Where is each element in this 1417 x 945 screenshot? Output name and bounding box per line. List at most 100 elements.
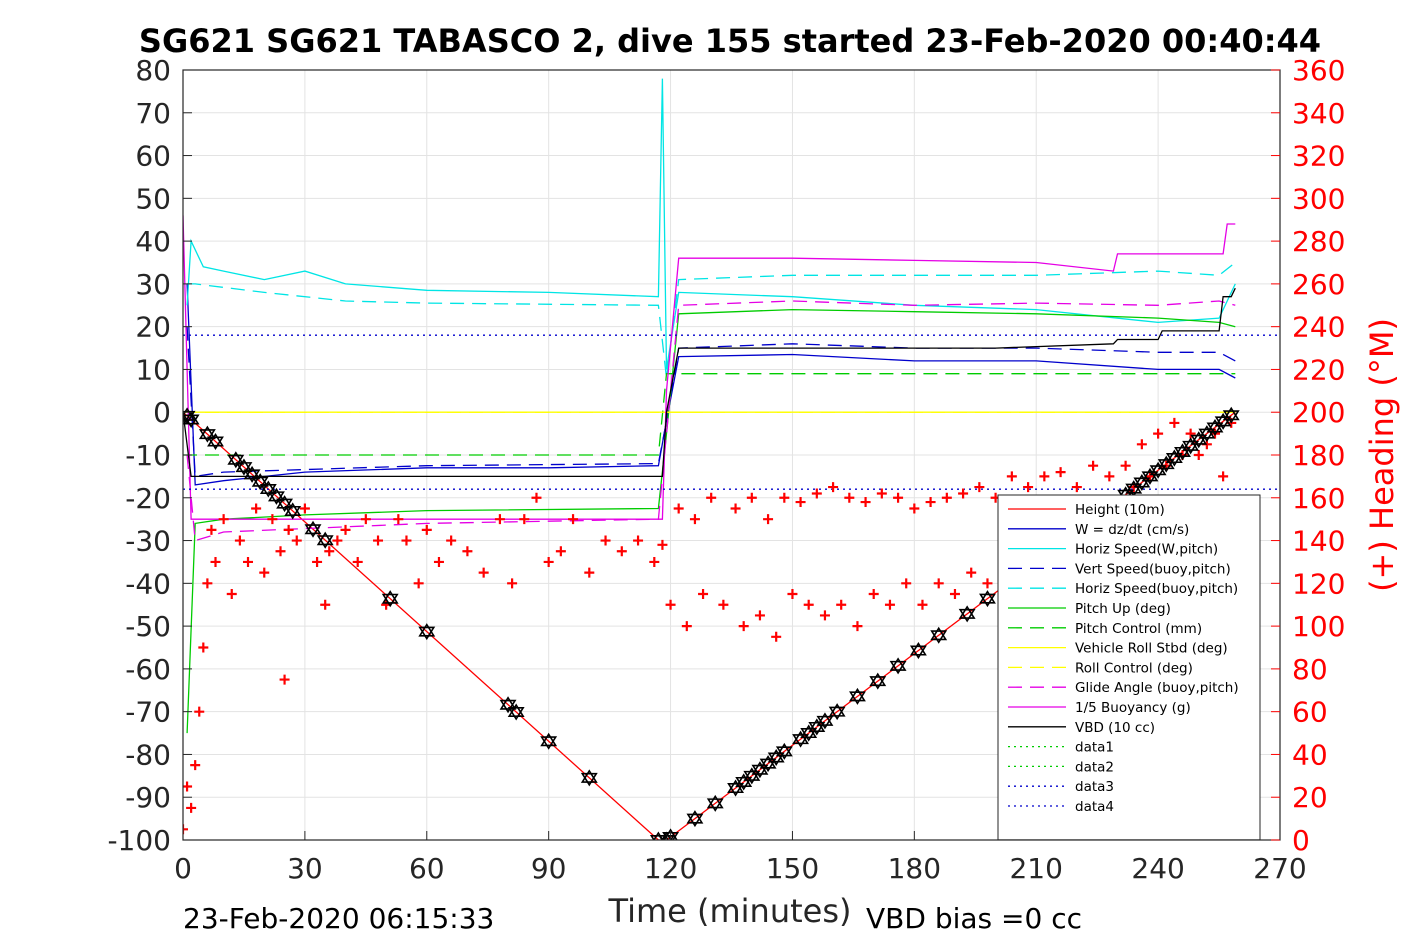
vbd-marker-down: [1182, 440, 1200, 455]
series-line-3: [186, 326, 1236, 478]
heading-point: [754, 610, 765, 621]
vbd-marker-up: [418, 623, 436, 637]
heading-point: [649, 556, 660, 567]
series-line-2: [186, 78, 1236, 370]
legend-entry: Horiz Speed(W,pitch): [1075, 542, 1218, 558]
vbd-marker-down: [869, 676, 887, 690]
x-tick-label: 270: [1253, 852, 1306, 885]
vbd-marker-up: [198, 425, 216, 440]
heading-point: [836, 599, 847, 610]
vbd-marker-down: [751, 764, 769, 779]
vbd-marker-up: [1222, 406, 1240, 421]
heading-point: [901, 578, 912, 589]
legend-entry: Vert Speed(buoy,pitch): [1075, 561, 1231, 577]
series-line-11: [183, 287, 1236, 478]
legend-entry: Pitch Control (mm): [1075, 621, 1202, 637]
right-tick-label: 300: [1292, 182, 1345, 215]
left-tick-label: -50: [125, 610, 171, 643]
heading-point: [324, 546, 335, 557]
vbd-marker-down: [759, 758, 777, 773]
heading-point: [746, 492, 757, 503]
vbd-marker-down: [304, 524, 322, 538]
heading-point: [478, 567, 489, 578]
heading-point: [433, 556, 444, 567]
vbd-marker-down: [540, 736, 558, 750]
vbd-marker-up: [268, 487, 285, 502]
vbd-marker-up: [849, 687, 866, 702]
vbd-marker-up: [580, 769, 598, 783]
vbd-marker-down: [1214, 416, 1232, 430]
vbd-marker-down: [1198, 428, 1216, 443]
heading-point: [698, 589, 709, 600]
footer-timestamp: 23-Feb-2020 06:15:33: [183, 902, 494, 935]
vbd-marker-down: [227, 454, 245, 469]
heading-point: [413, 578, 424, 589]
vbd-marker-up: [259, 480, 277, 495]
right-tick-label: 180: [1292, 439, 1345, 472]
legend-entry: Vehicle Roll Stbd (deg): [1075, 641, 1228, 657]
heading-point: [202, 578, 213, 589]
heading-point: [312, 556, 323, 567]
heading-point: [706, 492, 717, 503]
heading-point: [1088, 460, 1099, 471]
heading-point: [860, 497, 871, 508]
legend-entry: Pitch Up (deg): [1075, 601, 1171, 617]
heading-point: [1185, 428, 1196, 439]
heading-point: [519, 514, 530, 525]
vbd-marker-down: [1222, 410, 1240, 424]
series-line-9: [186, 300, 1236, 542]
heading-point: [828, 482, 839, 493]
vbd-marker-up: [227, 451, 245, 465]
vbd-marker-up: [381, 590, 399, 604]
heading-point: [401, 535, 412, 546]
heading-point: [251, 503, 262, 514]
vbd-marker-down: [1133, 477, 1151, 492]
vbd-marker-up: [979, 590, 996, 604]
left-tick-label: -90: [125, 781, 171, 814]
legend-entry: data1: [1075, 740, 1114, 756]
vbd-marker-up: [775, 742, 793, 757]
heading-point: [206, 524, 217, 535]
heading-point: [933, 578, 944, 589]
vbd-marker-down: [930, 630, 948, 644]
heading-point: [275, 546, 286, 557]
heading-point: [803, 599, 814, 610]
vbd-marker-up: [284, 502, 302, 516]
vbd-marker-down: [958, 608, 976, 623]
heading-point: [210, 556, 221, 567]
heading-point: [462, 546, 473, 557]
vbd-marker-up: [251, 473, 269, 487]
heading-point: [811, 488, 822, 499]
vbd-marker-up: [816, 712, 834, 726]
heading-point: [320, 599, 331, 610]
heading-point: [226, 589, 237, 600]
right-tick-label: 220: [1292, 353, 1345, 386]
right-axis-ticks: 3603403203002802602402202001801601401201…: [1271, 54, 1345, 857]
heading-point: [1120, 460, 1131, 471]
x-tick-label: 90: [531, 852, 567, 885]
series-line-4: [187, 261, 1236, 379]
series-layer: [183, 78, 1280, 840]
vbd-marker-down: [1157, 459, 1175, 473]
left-tick-label: -80: [125, 738, 171, 771]
vbd-marker-down: [235, 462, 253, 476]
right-tick-label: 60: [1292, 696, 1328, 729]
heading-point: [876, 488, 887, 499]
x-tick-label: 120: [644, 852, 697, 885]
heading-point: [787, 589, 798, 600]
x-axis-label: Time (minutes): [608, 892, 852, 930]
heading-point: [1104, 471, 1115, 482]
heading-point: [738, 621, 749, 632]
heading-point: [1023, 482, 1034, 493]
vbd-marker-down: [1174, 446, 1191, 461]
right-tick-label: 160: [1292, 482, 1345, 515]
heading-point: [982, 578, 993, 589]
vbd-marker-up: [276, 495, 294, 509]
left-tick-label: 40: [135, 225, 171, 258]
vbd-marker-down: [800, 728, 818, 742]
legend-entry: data2: [1075, 759, 1114, 775]
right-tick-label: 100: [1292, 610, 1345, 643]
heading-point: [555, 546, 566, 557]
vbd-marker-up: [686, 810, 704, 824]
footer-vbd-bias: VBD bias =0 cc: [866, 902, 1082, 935]
